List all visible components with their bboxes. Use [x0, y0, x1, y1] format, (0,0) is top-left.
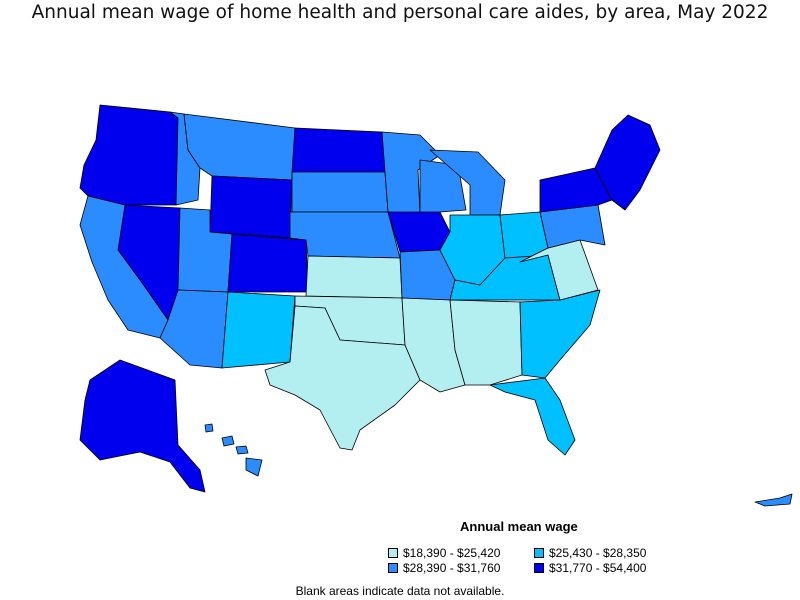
region-montana	[183, 113, 296, 181]
region-south-dakota	[291, 171, 389, 213]
region-colorado	[227, 233, 309, 293]
legend-swatch-tier-1	[388, 548, 398, 558]
region-iowa	[387, 211, 451, 253]
region-texas	[264, 305, 421, 451]
region-mid-atlantic	[539, 204, 606, 249]
legend-swatch-tier-4	[534, 563, 544, 573]
legend-swatch-tier-2	[534, 548, 544, 558]
legend-swatch-tier-3	[388, 563, 398, 573]
page-title: Annual mean wage of home health and pers…	[31, 2, 769, 23]
region-minnesota	[381, 131, 441, 216]
footnote: Blank areas indicate data not available.	[295, 584, 505, 598]
region-new-mexico	[221, 291, 296, 369]
region-florida	[489, 377, 576, 456]
legend-title: Annual mean wage	[460, 519, 578, 534]
legend-label-tier-4: $31,770 - $54,400	[549, 561, 647, 575]
region-alaska	[79, 359, 206, 493]
legend-label-tier-1: $18,390 - $25,420	[403, 546, 501, 560]
region-hawaii-3	[235, 445, 249, 455]
legend-item-tier-3: $28,390 - $31,760	[388, 561, 500, 575]
region-southeast	[519, 289, 601, 379]
region-kansas	[305, 255, 403, 299]
region-north-dakota	[291, 127, 386, 173]
region-pacific-northwest	[79, 104, 179, 206]
region-wyoming	[209, 175, 293, 239]
legend-label-tier-2: $25,430 - $28,350	[549, 546, 647, 560]
region-hawaii-2	[221, 435, 235, 447]
region-new-york	[539, 167, 613, 213]
legend-item-tier-2: $25,430 - $28,350	[534, 546, 646, 560]
region-hawaii-1	[204, 423, 214, 433]
region-puerto-rico	[754, 493, 793, 507]
legend-item-tier-4: $31,770 - $54,400	[534, 561, 646, 575]
region-hawaii-4	[245, 457, 263, 477]
region-new-england	[594, 114, 661, 211]
legend-label-tier-3: $28,390 - $31,760	[403, 561, 501, 575]
legend-item-tier-1: $18,390 - $25,420	[388, 546, 500, 560]
